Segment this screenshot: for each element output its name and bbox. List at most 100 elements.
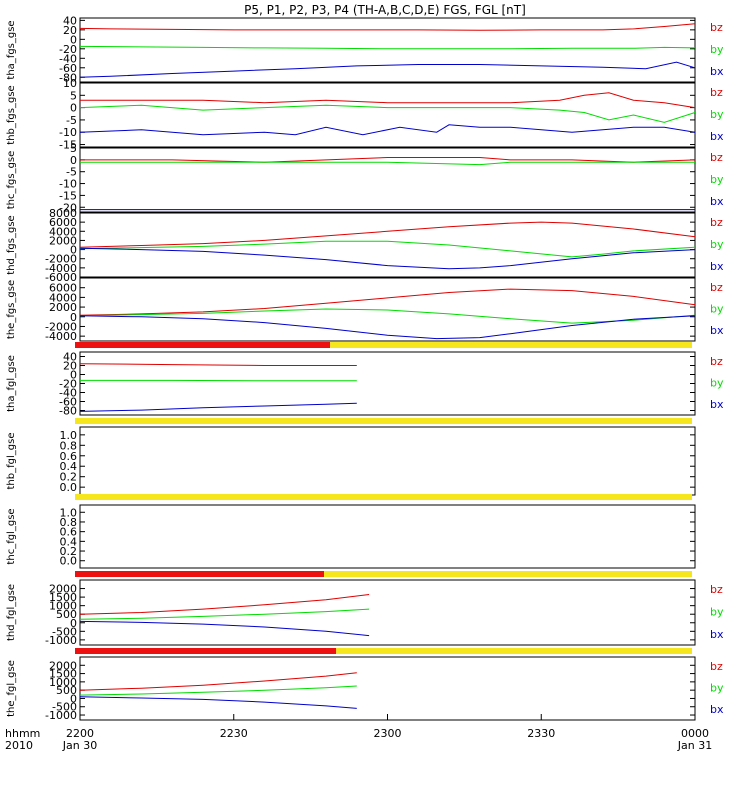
- y-tick-label: -4000: [45, 330, 77, 343]
- legend-bz: bz: [710, 660, 723, 673]
- panel-ylabel: tha_fgl_gse: [6, 355, 17, 412]
- series-bz-line: [79, 288, 696, 316]
- panel-ylabel: thd_fgl_gse: [6, 584, 17, 641]
- legend-bx: bx: [710, 195, 724, 208]
- legend-by: by: [710, 606, 724, 619]
- legend-bz: bz: [710, 86, 723, 99]
- y-tick-label: -500: [52, 701, 77, 714]
- legend-bz: bz: [710, 216, 723, 229]
- y-tick-label: 0: [70, 617, 77, 630]
- y-tick-label: -20: [59, 201, 77, 214]
- series-by-line: [79, 308, 696, 324]
- legend-bz: bz: [710, 281, 723, 294]
- mode-bar-slow: [75, 494, 692, 500]
- y-tick-label: 0: [70, 692, 77, 705]
- mode-bar-fast: [75, 342, 331, 348]
- x-date-label: Jan 31: [677, 739, 712, 752]
- series-bz-line: [79, 672, 357, 691]
- series-by-line: [79, 45, 696, 50]
- y-tick-label: 10: [63, 77, 77, 90]
- y-tick-label: 2000: [49, 301, 77, 314]
- y-tick-label: 2000: [49, 659, 77, 672]
- legend-by: by: [710, 43, 724, 56]
- y-tick-label: 6000: [49, 216, 77, 229]
- y-tick-label: 8000: [49, 207, 77, 220]
- legend-bz: bz: [710, 151, 723, 164]
- y-tick-label: 0.2: [60, 471, 78, 484]
- x-corner-label: hhmm: [5, 727, 40, 740]
- legend-by: by: [710, 377, 724, 390]
- y-tick-label: -20: [59, 378, 77, 391]
- mode-bar-fast: [75, 648, 337, 654]
- panel-frame: [79, 82, 696, 148]
- y-tick-label: 0: [70, 311, 77, 324]
- panel-ylabel: thd_fgs_gse: [6, 215, 17, 274]
- series-by-line: [80, 161, 695, 166]
- legend-bx: bx: [710, 398, 724, 411]
- legend-bx: bx: [710, 703, 724, 716]
- y-tick-label: 0: [70, 102, 77, 115]
- legend-bx: bx: [710, 65, 724, 78]
- series-bx-line: [79, 247, 696, 270]
- y-tick-label: 0.8: [60, 516, 78, 529]
- series-bx-line: [79, 620, 370, 637]
- panel-7: 1.00.80.60.40.20.0 thb_fgl_gse: [6, 426, 696, 496]
- panel-ylabel: thc_fgs_gse: [6, 151, 17, 210]
- y-tick-label: 2000: [49, 583, 77, 596]
- panel-ylabel: the_fgs_gse: [6, 280, 17, 339]
- x-tick-label: 2200: [66, 727, 94, 740]
- y-tick-label: -60: [59, 396, 77, 409]
- panel-frame: [79, 17, 696, 83]
- mode-bar-slow: [330, 342, 692, 348]
- panel-frame: [79, 426, 696, 496]
- legend-bx: bx: [710, 324, 724, 337]
- legend-bx: bx: [710, 130, 724, 143]
- y-tick-label: 1000: [49, 600, 77, 613]
- series-bx-line: [79, 696, 357, 709]
- y-tick-label: 500: [56, 608, 77, 621]
- panel-frame: [79, 147, 696, 213]
- y-tick-label: -1000: [45, 634, 77, 647]
- x-corner-label: 2010: [5, 739, 33, 752]
- x-date-label: Jan 30: [62, 739, 97, 752]
- series-by-line: [79, 240, 696, 258]
- panel-ylabel: tha_fgs_gse: [6, 20, 17, 79]
- y-tick-label: 4000: [49, 291, 77, 304]
- series-bz-line: [80, 92, 696, 109]
- x-tick-label: 2300: [374, 727, 402, 740]
- panel-ylabel: thb_fgs_gse: [6, 85, 17, 144]
- series-by-line: [79, 608, 370, 620]
- y-tick-label: -20: [59, 43, 77, 56]
- series-bz-line: [79, 363, 357, 366]
- y-tick-label: 4000: [49, 225, 77, 238]
- y-tick-label: 500: [56, 684, 77, 697]
- y-tick-label: 2000: [49, 234, 77, 247]
- series-bz-line: [79, 594, 370, 615]
- y-tick-label: -4000: [45, 262, 77, 275]
- y-tick-label: -10: [59, 178, 77, 191]
- panel-ylabel: thc_fgl_gse: [6, 508, 17, 564]
- y-tick-label: 5: [70, 89, 77, 102]
- y-tick-label: -500: [52, 625, 77, 638]
- y-tick-label: -2000: [45, 320, 77, 333]
- panel-ylabel: the_fgl_gse: [6, 660, 17, 717]
- y-tick-label: 40: [63, 14, 77, 27]
- series-bz-line: [79, 221, 696, 248]
- legend-bz: bz: [710, 355, 723, 368]
- panel-frame: [79, 656, 696, 721]
- x-tick-label: 2230: [220, 727, 248, 740]
- y-tick-label: 0: [70, 244, 77, 257]
- legend-by: by: [710, 682, 724, 695]
- plot-title: P5, P1, P2, P3, P4 (TH-A,B,C,D,E) FGS, F…: [244, 3, 526, 17]
- panel-frame: [79, 504, 696, 569]
- y-tick-label: 0: [70, 154, 77, 167]
- y-tick-label: -80: [59, 71, 77, 84]
- y-tick-label: 0.0: [60, 481, 78, 494]
- panel-frame: [79, 579, 696, 646]
- series-bz-line: [80, 157, 696, 163]
